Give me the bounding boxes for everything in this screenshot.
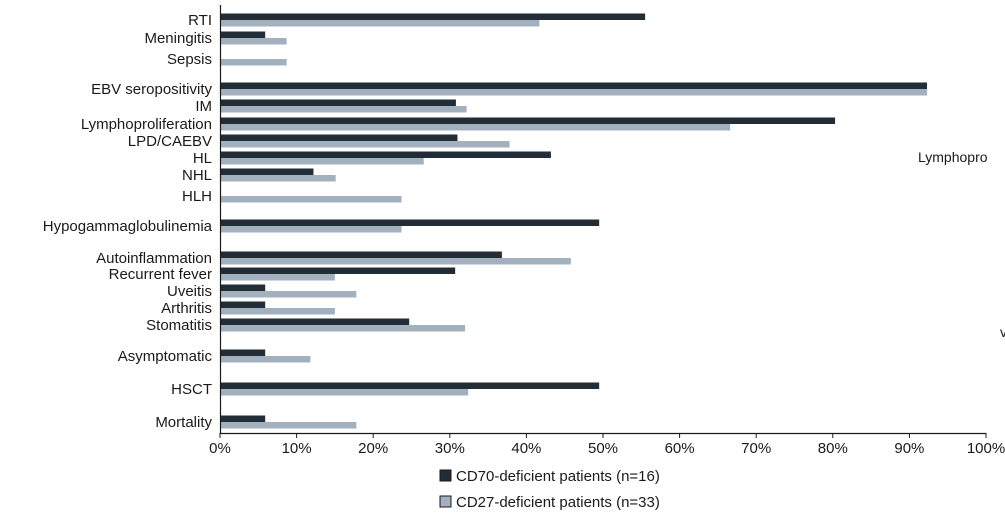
bar-cd27-nhl [220, 175, 336, 182]
clipped-side-annotation-mark: v [1000, 324, 1005, 340]
category-label-ebv-seropositivity: EBV seropositivity [91, 81, 212, 98]
x-tick-label-10pct: 10% [282, 440, 312, 457]
bar-cd27-ebv-seropositivity [220, 89, 928, 96]
bar-cd27-mortality [220, 422, 357, 429]
x-tick-label-0pct: 0% [209, 440, 231, 457]
bar-cd70-hsct [220, 382, 600, 389]
category-label-lymphoproliferation: Lymphoproliferation [81, 116, 212, 133]
category-label-recurrent-fever: Recurrent fever [109, 266, 212, 283]
x-tick-label-30pct: 30% [435, 440, 465, 457]
category-label-asymptomatic: Asymptomatic [118, 348, 213, 365]
bar-cd27-hlh [220, 196, 402, 203]
bar-cd27-uveitis [220, 291, 357, 298]
bar-cd27-rti [220, 20, 540, 27]
bar-cd27-sepsis [220, 59, 287, 66]
bar-cd27-recurrent-fever [220, 274, 335, 281]
bar-cd27-hypogammaglobulinemia [220, 226, 402, 233]
bar-cd70-hl [220, 151, 551, 158]
x-tick-label-100pct: 100% [967, 440, 1005, 457]
bar-cd27-meningitis [220, 38, 287, 45]
bar-cd70-meningitis [220, 31, 266, 38]
bar-cd27-arthritis [220, 308, 335, 315]
x-tick-label-70pct: 70% [741, 440, 771, 457]
x-tick-label-20pct: 20% [358, 440, 388, 457]
clipped-side-annotation: Lymphopro [918, 149, 988, 165]
bar-cd70-stomatitis [220, 318, 410, 325]
bar-cd70-nhl [220, 168, 314, 175]
bar-cd27-lpd-caebv [220, 141, 510, 148]
bar-cd70-asymptomatic [220, 349, 266, 356]
bar-cd27-hl [220, 158, 424, 165]
bar-cd70-uveitis [220, 284, 266, 291]
x-tick-label-40pct: 40% [511, 440, 541, 457]
bar-cd27-hsct [220, 389, 469, 396]
category-label-hlh: HLH [182, 188, 212, 205]
category-label-autoinflammation: Autoinflammation [96, 250, 212, 267]
legend: CD70-deficient patients (n=16) CD27-defi… [439, 468, 660, 511]
bar-cd70-arthritis [220, 301, 266, 308]
bar-cd70-lymphoproliferation [220, 117, 836, 124]
bar-cd70-ebv-seropositivity [220, 82, 928, 89]
legend-swatch-cd70 [439, 469, 452, 482]
category-label-im: IM [195, 98, 212, 115]
category-label-mortality: Mortality [155, 414, 212, 431]
category-label-lpd-caebv: LPD/CAEBV [128, 133, 212, 150]
legend-label-cd70: CD70-deficient patients (n=16) [456, 468, 660, 485]
category-label-nhl: NHL [182, 167, 212, 184]
bar-cd70-hypogammaglobulinemia [220, 219, 600, 226]
x-axis-ticks: 0% 10% 20% 30% 40% 50% 60% 70% 80% 90% 100% [209, 433, 1005, 457]
bar-cd70-autoinflammation [220, 251, 502, 258]
x-tick-label-60pct: 60% [665, 440, 695, 457]
category-label-hypogammaglobulinemia: Hypogammaglobulinemia [43, 218, 213, 235]
bar-cd27-autoinflammation [220, 258, 571, 265]
category-label-meningitis: Meningitis [144, 30, 212, 47]
category-label-hsct: HSCT [171, 381, 212, 398]
bar-cd70-mortality [220, 415, 266, 422]
legend-label-cd27: CD27-deficient patients (n=33) [456, 494, 660, 511]
x-tick-label-80pct: 80% [818, 440, 848, 457]
bar-cd70-recurrent-fever [220, 267, 456, 274]
bar-cd27-asymptomatic [220, 356, 311, 363]
category-label-stomatitis: Stomatitis [146, 317, 212, 334]
bars-layer [220, 13, 928, 429]
bar-cd70-rti [220, 13, 646, 20]
bar-cd27-im [220, 106, 467, 113]
legend-swatch-cd27 [439, 495, 452, 508]
category-label-arthritis: Arthritis [161, 300, 212, 317]
category-label-sepsis: Sepsis [167, 51, 212, 68]
bar-cd70-lpd-caebv [220, 134, 458, 141]
x-tick-label-50pct: 50% [588, 440, 618, 457]
category-label-hl: HL [193, 150, 212, 167]
x-tick-label-90pct: 90% [894, 440, 924, 457]
category-label-uveitis: Uveitis [167, 283, 212, 300]
bar-cd70-im [220, 99, 456, 106]
bar-cd27-lymphoproliferation [220, 124, 731, 131]
bar-cd27-stomatitis [220, 325, 466, 332]
category-label-rti: RTI [188, 12, 212, 29]
